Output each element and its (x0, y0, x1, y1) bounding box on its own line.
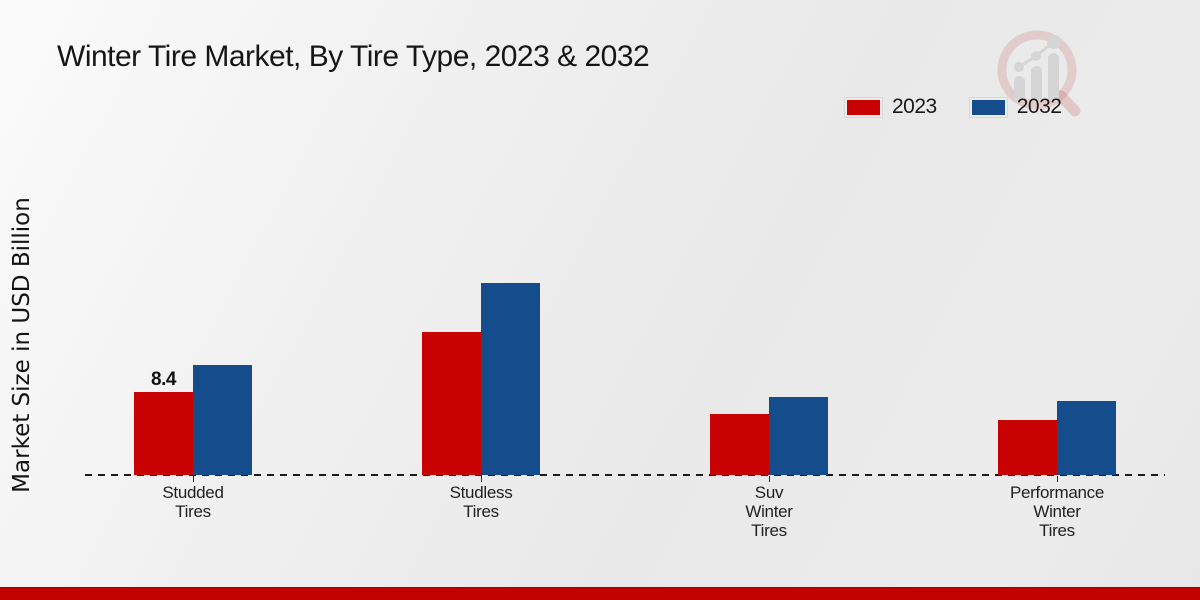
x-axis-tick (1057, 476, 1058, 482)
x-axis-tick (193, 476, 194, 482)
category-label-studded-tires: Studded Tires (162, 483, 224, 521)
bar-2023-performance-winter-tires (998, 420, 1057, 475)
bar-2023-suv-winter-tires (710, 414, 769, 475)
legend: 2023 2032 (845, 95, 1062, 119)
bar-2032-studless-tires (481, 283, 540, 475)
bar-2032-studded-tires (193, 365, 252, 475)
legend-item-2023: 2023 (845, 95, 937, 119)
x-axis-line (85, 474, 1165, 476)
bar-2023-studless-tires (422, 332, 481, 475)
legend-swatch-2023 (845, 97, 882, 117)
bar-value-label: 8.4 (151, 369, 176, 390)
x-axis-tick (481, 476, 482, 482)
legend-label-2032: 2032 (1016, 95, 1062, 118)
category-label-performance-winter-tires: Performance Winter Tires (1009, 483, 1105, 540)
bar-2032-performance-winter-tires (1057, 401, 1116, 475)
bar-2032-suv-winter-tires (769, 397, 828, 475)
legend-item-2032: 2032 (969, 95, 1062, 119)
legend-label-2023: 2023 (892, 95, 937, 118)
category-label-suv-winter-tires: Suv Winter Tires (745, 483, 793, 540)
category-label-studless-tires: Studless Tires (449, 483, 513, 521)
bar-2023-studded-tires (134, 392, 193, 475)
legend-swatch-2032 (969, 97, 1007, 117)
watermark-logo-icon (997, 30, 1081, 117)
chart-title: Winter Tire Market, By Tire Type, 2023 &… (57, 40, 650, 73)
x-axis-tick (769, 476, 770, 482)
footer-red-band (0, 587, 1200, 600)
